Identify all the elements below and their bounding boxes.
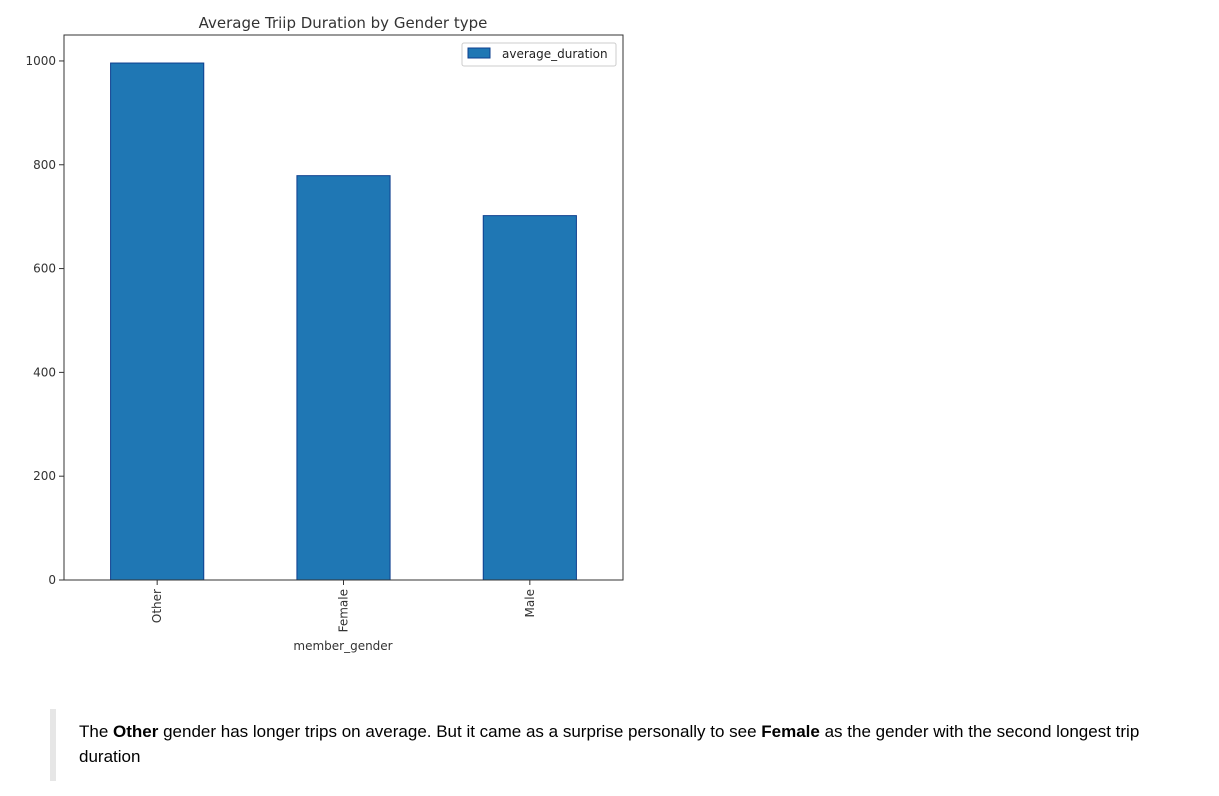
y-tick-label-0: 0 — [48, 573, 56, 587]
x-tick-label-other: Other — [150, 589, 164, 623]
bar-other — [110, 62, 205, 581]
bar-chart: Average Triip Duration by Gender type 0 2… — [25, 14, 624, 653]
y-tick-label-1000: 1000 — [25, 54, 56, 68]
markdown-note: The Other gender has longer trips on ave… — [50, 709, 1200, 781]
x-tick-label-female: Female — [337, 589, 351, 632]
legend-frame — [461, 42, 617, 67]
y-tick-label-200: 200 — [33, 469, 56, 483]
bar-male — [482, 215, 577, 581]
x-axis-label: member_gender — [293, 639, 392, 653]
x-tick-label-male: Male — [523, 589, 537, 617]
y-tick-label-600: 600 — [33, 262, 56, 276]
chart-title: Average Triip Duration by Gender type — [199, 14, 488, 32]
note-text-2: gender has longer trips on average. But … — [158, 722, 762, 741]
note-bold-other: Other — [113, 722, 159, 741]
y-axis: 0 200 400 600 800 1000 — [25, 54, 64, 587]
legend: average_duration — [461, 42, 617, 67]
legend-swatch — [467, 47, 491, 59]
bars-group — [110, 62, 577, 581]
bar-female — [296, 175, 391, 581]
note-bold-female: Female — [761, 722, 820, 741]
legend-label: average_duration — [502, 47, 608, 61]
note-text-1: The — [79, 722, 114, 741]
x-axis: Other Female Male — [150, 580, 537, 632]
note-text-3: as the gender with the second longest tr… — [79, 722, 1140, 766]
y-tick-label-800: 800 — [33, 158, 56, 172]
y-tick-label-400: 400 — [33, 365, 56, 379]
